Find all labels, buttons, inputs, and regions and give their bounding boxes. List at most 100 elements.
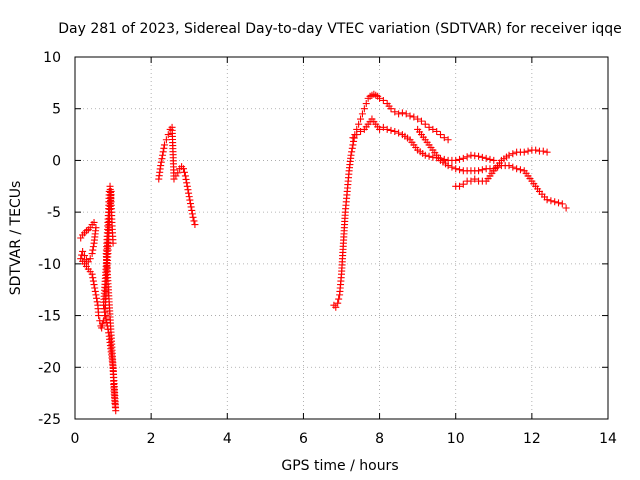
data-point-fill (188, 206, 196, 214)
data-point (332, 303, 340, 311)
data-point-fill (185, 189, 193, 197)
data-point (562, 204, 570, 212)
data-point (162, 136, 170, 144)
y-tick-label: -5 (47, 205, 61, 221)
data-point (471, 175, 479, 183)
data-point-fill (89, 246, 97, 254)
data-point (543, 196, 551, 204)
data-point (513, 165, 521, 173)
data-point-fill (157, 158, 165, 166)
data-point (429, 125, 437, 133)
data-point (92, 291, 100, 299)
x-tick-label: 12 (523, 431, 541, 447)
data-point (543, 148, 551, 156)
data-point-fill (101, 308, 109, 316)
data-point-fill (555, 199, 563, 207)
data-point-fill (184, 186, 192, 194)
data-point (376, 94, 384, 102)
data-point (349, 134, 357, 142)
data-point (383, 125, 391, 133)
data-point-fill (91, 287, 99, 295)
grid-lines (75, 57, 608, 419)
data-point-fill (478, 166, 486, 174)
data-point (452, 165, 460, 173)
data-point (90, 239, 98, 247)
data-point-fill (91, 284, 99, 292)
data-point (379, 96, 387, 104)
data-point-fill (348, 148, 356, 156)
data-point (90, 218, 98, 226)
data-point-fill (158, 155, 166, 163)
data-point (160, 141, 168, 149)
data-point (347, 151, 355, 159)
data-point (191, 221, 199, 229)
data-point (482, 154, 490, 162)
data-point-fill (190, 217, 198, 225)
data-point-fill (89, 277, 97, 285)
data-point-fill (509, 150, 517, 158)
data-point (358, 110, 366, 118)
data-point (436, 131, 444, 139)
data-point (452, 156, 460, 164)
y-tick-label: -15 (38, 309, 61, 325)
data-point (101, 312, 109, 320)
data-point (88, 250, 96, 258)
data-point (349, 141, 357, 149)
x-tick-label: 4 (223, 431, 232, 447)
data-point-fill (78, 251, 86, 259)
data-point-fill (348, 144, 356, 152)
data-point (357, 127, 365, 135)
data-point (387, 105, 395, 113)
data-point-fill (335, 295, 343, 303)
data-point (417, 117, 425, 125)
data-point-fill (547, 197, 555, 205)
data-point (164, 131, 172, 139)
data-point (95, 312, 103, 320)
data-point-fill (387, 126, 395, 134)
data-point-fill (186, 196, 194, 204)
data-point (459, 180, 467, 188)
data-point-fill (183, 179, 191, 187)
data-point-fill (478, 153, 486, 161)
data-points (77, 90, 570, 415)
data-point (558, 200, 566, 208)
data-point-fill (448, 163, 456, 171)
x-tick-label: 0 (71, 431, 80, 447)
data-point (505, 151, 513, 159)
y-tick-label: -10 (38, 257, 61, 273)
data-point-fill (159, 148, 167, 156)
series-late-cluster (452, 146, 551, 190)
data-point (183, 182, 191, 190)
data-point (189, 213, 197, 221)
data-point (406, 112, 414, 120)
data-point (82, 256, 90, 264)
data-point (360, 105, 368, 113)
data-point (362, 100, 370, 108)
data-point (79, 247, 87, 255)
y-tick-label: 10 (43, 50, 61, 66)
data-point-fill (180, 168, 188, 176)
data-point-fill (456, 166, 464, 174)
data-point-fill (100, 305, 108, 313)
x-tick-label: 2 (147, 431, 156, 447)
series-main-rise (330, 90, 452, 311)
data-point (402, 110, 410, 118)
data-point (181, 172, 189, 180)
data-point-fill (486, 155, 494, 163)
data-point-fill (516, 166, 524, 174)
data-point-fill (463, 153, 471, 161)
y-tick-label: -20 (38, 360, 61, 376)
data-point-fill (89, 243, 97, 251)
y-tick-label: 5 (52, 102, 61, 118)
data-point-fill (89, 274, 97, 282)
data-point (459, 154, 467, 162)
data-point-fill (160, 144, 168, 152)
y-tick-label: 0 (52, 153, 61, 169)
data-point (425, 123, 433, 131)
data-point (475, 152, 483, 160)
data-point (414, 115, 422, 123)
axis-ticks: 0 2 4 6 8 10 12 14 -25 -20 -15 -10 -5 0 5 10 (38, 50, 617, 447)
data-point (456, 182, 464, 190)
data-point-fill (509, 163, 517, 171)
